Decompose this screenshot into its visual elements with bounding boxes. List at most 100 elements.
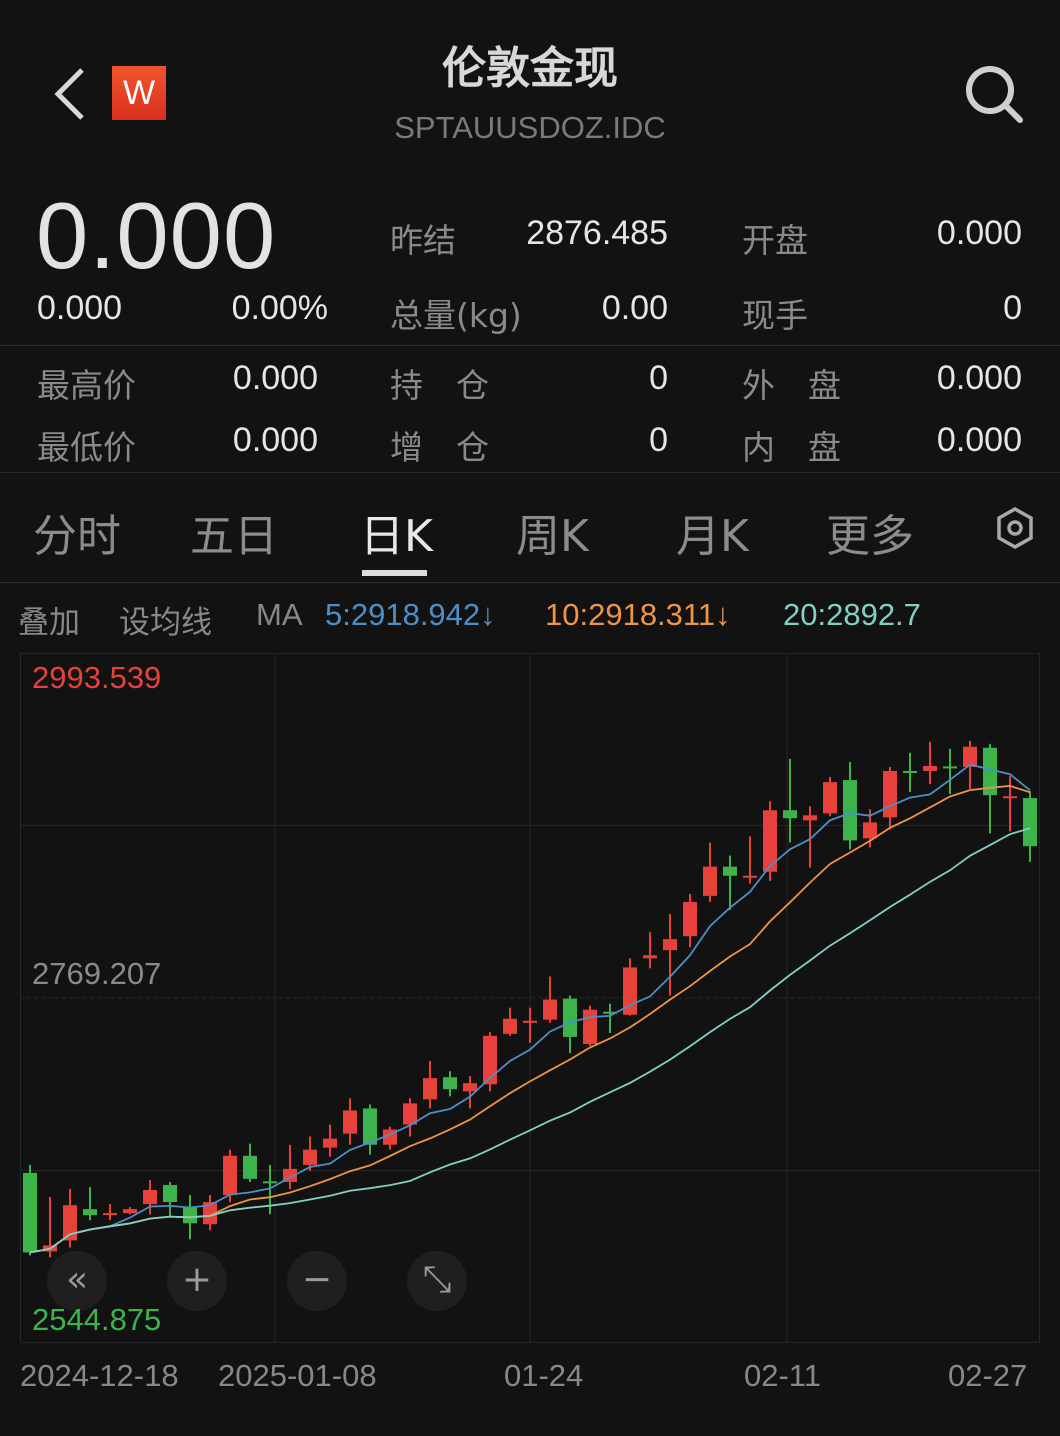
candlestick-chart[interactable] xyxy=(20,653,1040,1343)
candle-body xyxy=(863,822,877,839)
candle-body xyxy=(343,1110,357,1134)
candle-body xyxy=(743,875,757,878)
candle-body xyxy=(263,1181,277,1184)
ma20-line xyxy=(29,827,1031,1254)
active-tab-indicator xyxy=(362,570,427,576)
tab-weekly-k[interactable]: 周K xyxy=(516,511,589,562)
candle-body xyxy=(723,866,737,876)
label-inner: 内 盘 xyxy=(742,428,841,467)
tab-intraday[interactable]: 分时 xyxy=(33,511,121,562)
candle-body xyxy=(123,1209,137,1214)
candle-body xyxy=(223,1155,237,1196)
candle-body xyxy=(703,866,717,896)
value-open: 0.000 xyxy=(936,214,1022,252)
candle-body xyxy=(803,815,817,821)
x-tick-label: 02-27 xyxy=(948,1358,1028,1393)
candle-body xyxy=(883,771,897,818)
zoom-out-button[interactable]: − xyxy=(287,1251,347,1311)
value-high: 0.000 xyxy=(232,359,318,397)
candle-body xyxy=(903,771,917,774)
label-outer: 外 盘 xyxy=(742,366,841,405)
candle-body xyxy=(783,810,797,819)
x-tick-label: 02-11 xyxy=(744,1358,821,1393)
divider xyxy=(0,582,1060,583)
candle-body xyxy=(143,1189,157,1205)
candle-body xyxy=(103,1213,117,1216)
value-outer: 0.000 xyxy=(936,359,1022,397)
candle-body xyxy=(303,1149,317,1165)
tab-more[interactable]: 更多 xyxy=(826,511,914,562)
candle-body xyxy=(823,782,837,814)
candle-body xyxy=(563,998,577,1037)
value-current-hand: 0 xyxy=(1003,289,1022,327)
search-icon[interactable] xyxy=(962,62,1026,126)
value-volume: 0.00 xyxy=(601,289,668,327)
candle-body xyxy=(543,999,557,1020)
candle-body xyxy=(183,1207,197,1224)
candle-body xyxy=(963,746,977,767)
label-high: 最高价 xyxy=(37,366,136,405)
price-change-pct: 0.00% xyxy=(231,289,328,327)
candle-body xyxy=(643,955,657,959)
candle-body xyxy=(503,1018,517,1034)
candle-body xyxy=(523,1020,537,1023)
zoom-in-button[interactable]: + xyxy=(167,1251,227,1311)
divider xyxy=(0,345,1060,346)
candle-body xyxy=(163,1185,177,1203)
tab-five-day[interactable]: 五日 xyxy=(190,511,278,562)
candle-body xyxy=(23,1172,37,1253)
label-prev-settle: 昨结 xyxy=(390,221,456,260)
candle-body xyxy=(603,1011,617,1014)
candle-body xyxy=(423,1078,437,1100)
x-tick-label: 2025-01-08 xyxy=(218,1358,377,1393)
ma20-value: 20:2892.7 xyxy=(783,597,921,632)
hexagon-settings-icon[interactable] xyxy=(996,506,1034,550)
last-price: 0.000 xyxy=(36,183,277,288)
ma5-value: 5:2918.942↓ xyxy=(325,597,496,632)
candle-body xyxy=(843,780,857,841)
x-tick-label: 01-24 xyxy=(504,1358,584,1393)
candle-body xyxy=(1023,798,1037,847)
value-low: 0.000 xyxy=(232,421,318,459)
tab-monthly-k[interactable]: 月K xyxy=(676,511,749,562)
candle-body xyxy=(763,810,777,872)
value-open-interest: 0 xyxy=(649,359,668,397)
candle-body xyxy=(983,747,997,796)
label-low: 最低价 xyxy=(37,428,136,467)
candle-body xyxy=(403,1103,417,1125)
candle-body xyxy=(683,901,697,937)
fullscreen-button[interactable]: ⤡ xyxy=(407,1251,467,1311)
candle-body xyxy=(483,1035,497,1085)
page-title: 伦敦金现 xyxy=(442,43,618,94)
candle-body xyxy=(663,939,677,951)
y-max-label: 2993.539 xyxy=(32,660,162,695)
tab-daily-k[interactable]: 日K xyxy=(360,511,433,562)
divider xyxy=(0,472,1060,473)
candle-body xyxy=(83,1209,97,1216)
label-current-hand: 现手 xyxy=(742,296,808,335)
price-change: 0.000 xyxy=(37,289,123,327)
candle-body xyxy=(363,1108,377,1145)
candle-body xyxy=(923,765,937,772)
value-prev-settle: 2876.485 xyxy=(526,214,668,252)
candle-body xyxy=(943,766,957,769)
candle-body xyxy=(1003,796,1017,799)
label-open: 开盘 xyxy=(742,221,808,260)
ma10-value: 10:2918.311↓ xyxy=(545,597,731,632)
label-volume: 总量(kg) xyxy=(390,296,522,335)
value-oi-change: 0 xyxy=(649,421,668,459)
candle-body xyxy=(63,1205,77,1241)
candle-body xyxy=(463,1083,477,1092)
candle-body xyxy=(203,1202,217,1225)
candle-body xyxy=(323,1138,337,1148)
scroll-left-button[interactable]: « xyxy=(47,1251,107,1311)
overlay-button[interactable]: 叠加 xyxy=(18,605,80,640)
y-mid-label: 2769.207 xyxy=(32,956,162,991)
app-logo: W xyxy=(112,66,166,120)
candle-body xyxy=(443,1077,457,1090)
set-ma-button[interactable]: 设均线 xyxy=(119,605,212,640)
back-chevron-icon[interactable] xyxy=(50,66,90,122)
symbol-code: SPTAUUSDOZ.IDC xyxy=(394,110,666,145)
label-open-interest: 持 仓 xyxy=(390,366,489,405)
value-inner: 0.000 xyxy=(936,421,1022,459)
